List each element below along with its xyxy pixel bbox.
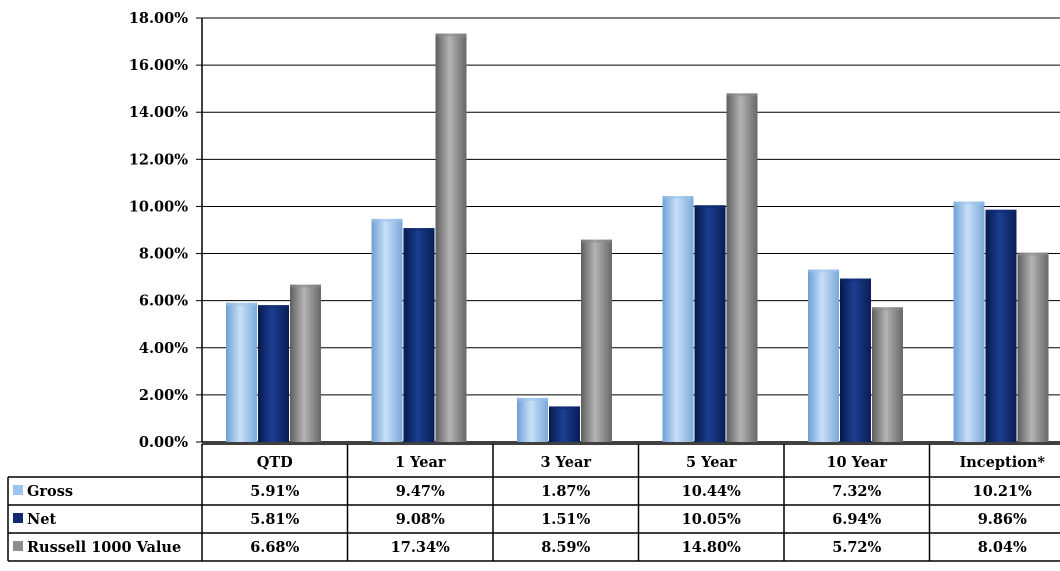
y-tick-label: 16.00% [129,57,188,74]
table-value: 10.44% [682,483,741,500]
table-value: 10.21% [973,483,1032,500]
bar-top-bevel [549,406,580,410]
table-value: 7.32% [832,483,881,500]
category-label: 1 Year [395,454,446,471]
table-value: 9.08% [396,511,445,528]
bar-top-bevel [435,33,467,37]
gridlines [202,17,1060,443]
bar-net [258,305,289,442]
legend-series-name: Net [27,511,56,528]
bar-top-bevel [581,239,612,243]
bar-top-bevel [872,307,903,311]
bar-top-bevel [662,196,694,200]
bar-net [840,278,871,442]
y-axis: 0.00% 2.00% 4.00% 6.00% 8.00% 10.00% 12.00% 14.… [129,10,203,451]
bar-net [549,406,580,442]
bar-top-bevel [726,93,758,97]
bar-gross [517,397,548,442]
y-tick-label: 4.00% [139,340,188,357]
bars [226,33,1049,443]
table-value: 14.80% [682,539,741,556]
table-value: 8.04% [978,539,1027,556]
table-value: 6.94% [832,511,881,528]
y-tick-label: 0.00% [139,434,188,451]
y-tick-label: 10.00% [129,198,188,215]
table-value: 10.05% [682,511,741,528]
y-tick-label: 2.00% [139,387,188,404]
table-value: 9.47% [396,483,445,500]
table-value: 1.51% [541,511,590,528]
y-tick-label: 8.00% [139,246,188,263]
legend-swatch [13,485,23,495]
bar-net [403,228,435,442]
bar-russell-1000-value [872,307,903,442]
table-value: 5.81% [250,511,299,528]
legend-series-name: Russell 1000 Value [27,539,181,556]
bar-top-bevel [985,209,1017,213]
bar-top-bevel [290,284,321,288]
y-tick-label: 6.00% [139,293,188,310]
table-value: 1.87% [541,483,590,500]
table-value: 6.68% [250,539,299,556]
data-table: QTD 1 Year 3 Year 5 Year 10 Year Inception* Gr… [7,443,1060,562]
y-tick-label: 12.00% [129,151,188,168]
bar-top-bevel [403,228,435,232]
bar-gross [808,269,839,442]
bar-gross [226,302,257,442]
y-tick-label: 14.00% [129,104,188,121]
bar-top-bevel [371,218,403,222]
table-value: 8.59% [541,539,590,556]
bar-russell-1000-value [435,33,467,443]
bar-russell-1000-value [290,284,321,442]
bar-russell-1000-value [726,93,758,442]
legend-swatch [13,513,23,523]
bar-top-bevel [258,305,289,309]
category-label: 3 Year [541,454,592,471]
table-value: 5.72% [832,539,881,556]
category-label: QTD [257,454,293,471]
bar-top-bevel [517,397,548,401]
category-label: 10 Year [826,454,887,471]
table-value: 5.91% [250,483,299,500]
bar-gross [371,218,403,442]
bar-top-bevel [953,201,985,205]
bar-russell-1000-value [1017,252,1049,442]
bar-net [694,205,726,442]
bar-top-bevel [694,205,726,209]
bar-top-bevel [840,278,871,282]
bar-top-bevel [808,269,839,273]
legend-swatch [13,541,23,551]
bar-top-bevel [226,302,257,306]
legend-series-name: Gross [27,483,73,500]
bar-gross [953,201,985,442]
table-value: 17.34% [391,539,450,556]
category-label: Inception* [959,454,1045,471]
bar-top-bevel [1017,252,1049,256]
y-tick-label: 18.00% [129,10,188,27]
bar-gross [662,196,694,442]
bar-net [985,209,1017,442]
table-value: 9.86% [978,511,1027,528]
bar-russell-1000-value [581,239,612,442]
category-label: 5 Year [686,454,737,471]
